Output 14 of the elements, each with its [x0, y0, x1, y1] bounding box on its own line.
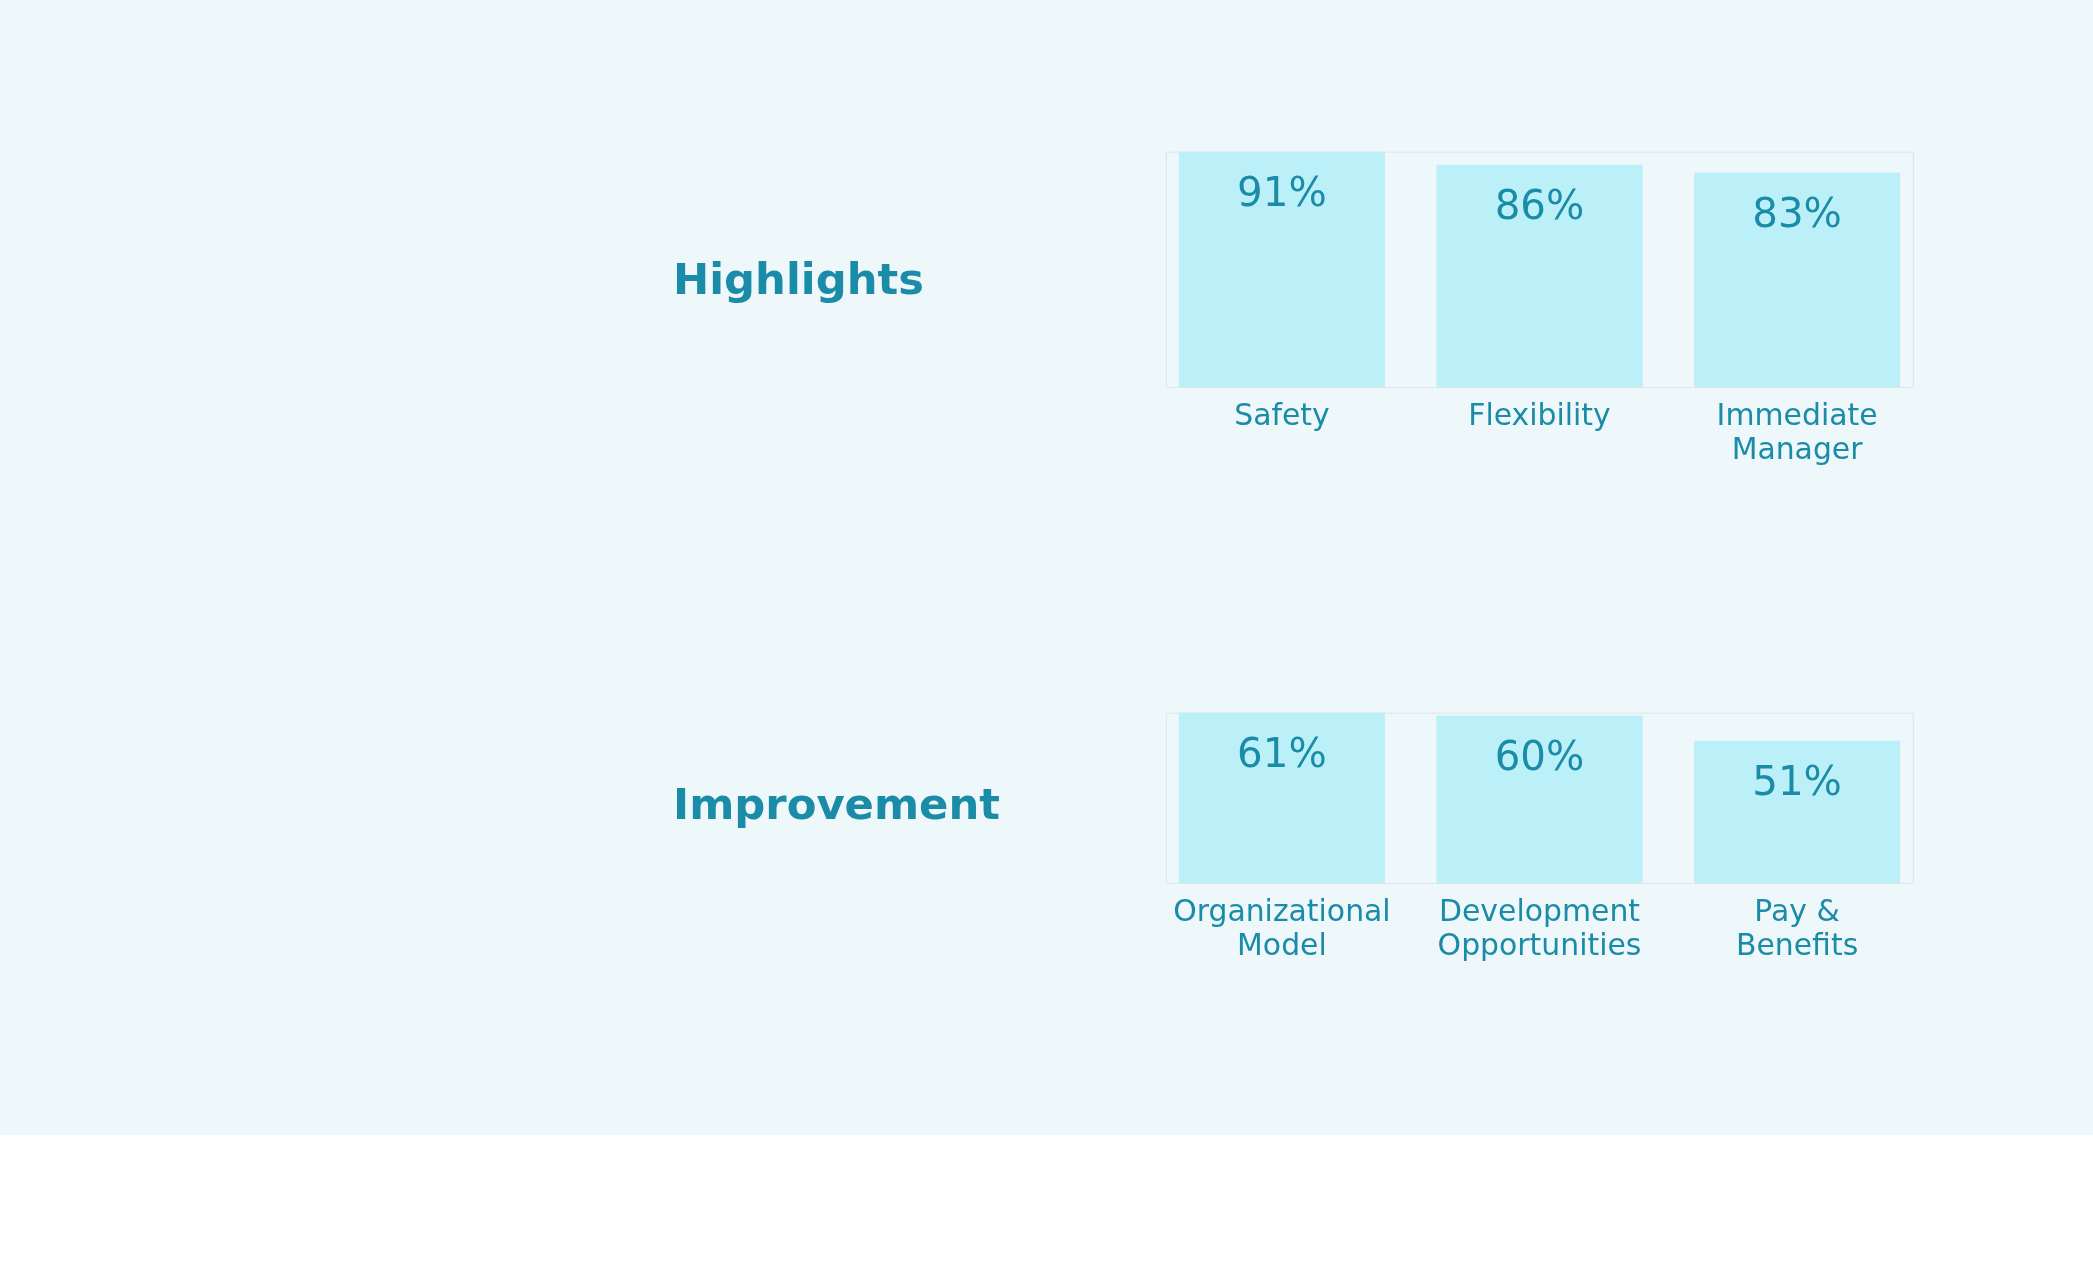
data-label: 60%	[1494, 733, 1585, 781]
x-tick-label: Safety	[1234, 396, 1330, 432]
x-tick-label: Pay & Benefits	[1735, 892, 1859, 963]
data-label: 91%	[1237, 169, 1327, 217]
x-tick-label: Development Opportunities	[1437, 892, 1642, 963]
data-label: 51%	[1752, 758, 1842, 806]
text: Highlights	[673, 253, 924, 304]
x-tick-label: Organizational Model	[1173, 892, 1391, 963]
data-label: 61%	[1237, 730, 1327, 778]
x-tick-label: Flexibility	[1468, 396, 1611, 432]
text: Improvement	[673, 779, 1001, 830]
data-label: 83%	[1752, 190, 1842, 238]
x-tick-label: Immediate Manager	[1716, 396, 1878, 467]
data-label: 86%	[1494, 182, 1585, 230]
